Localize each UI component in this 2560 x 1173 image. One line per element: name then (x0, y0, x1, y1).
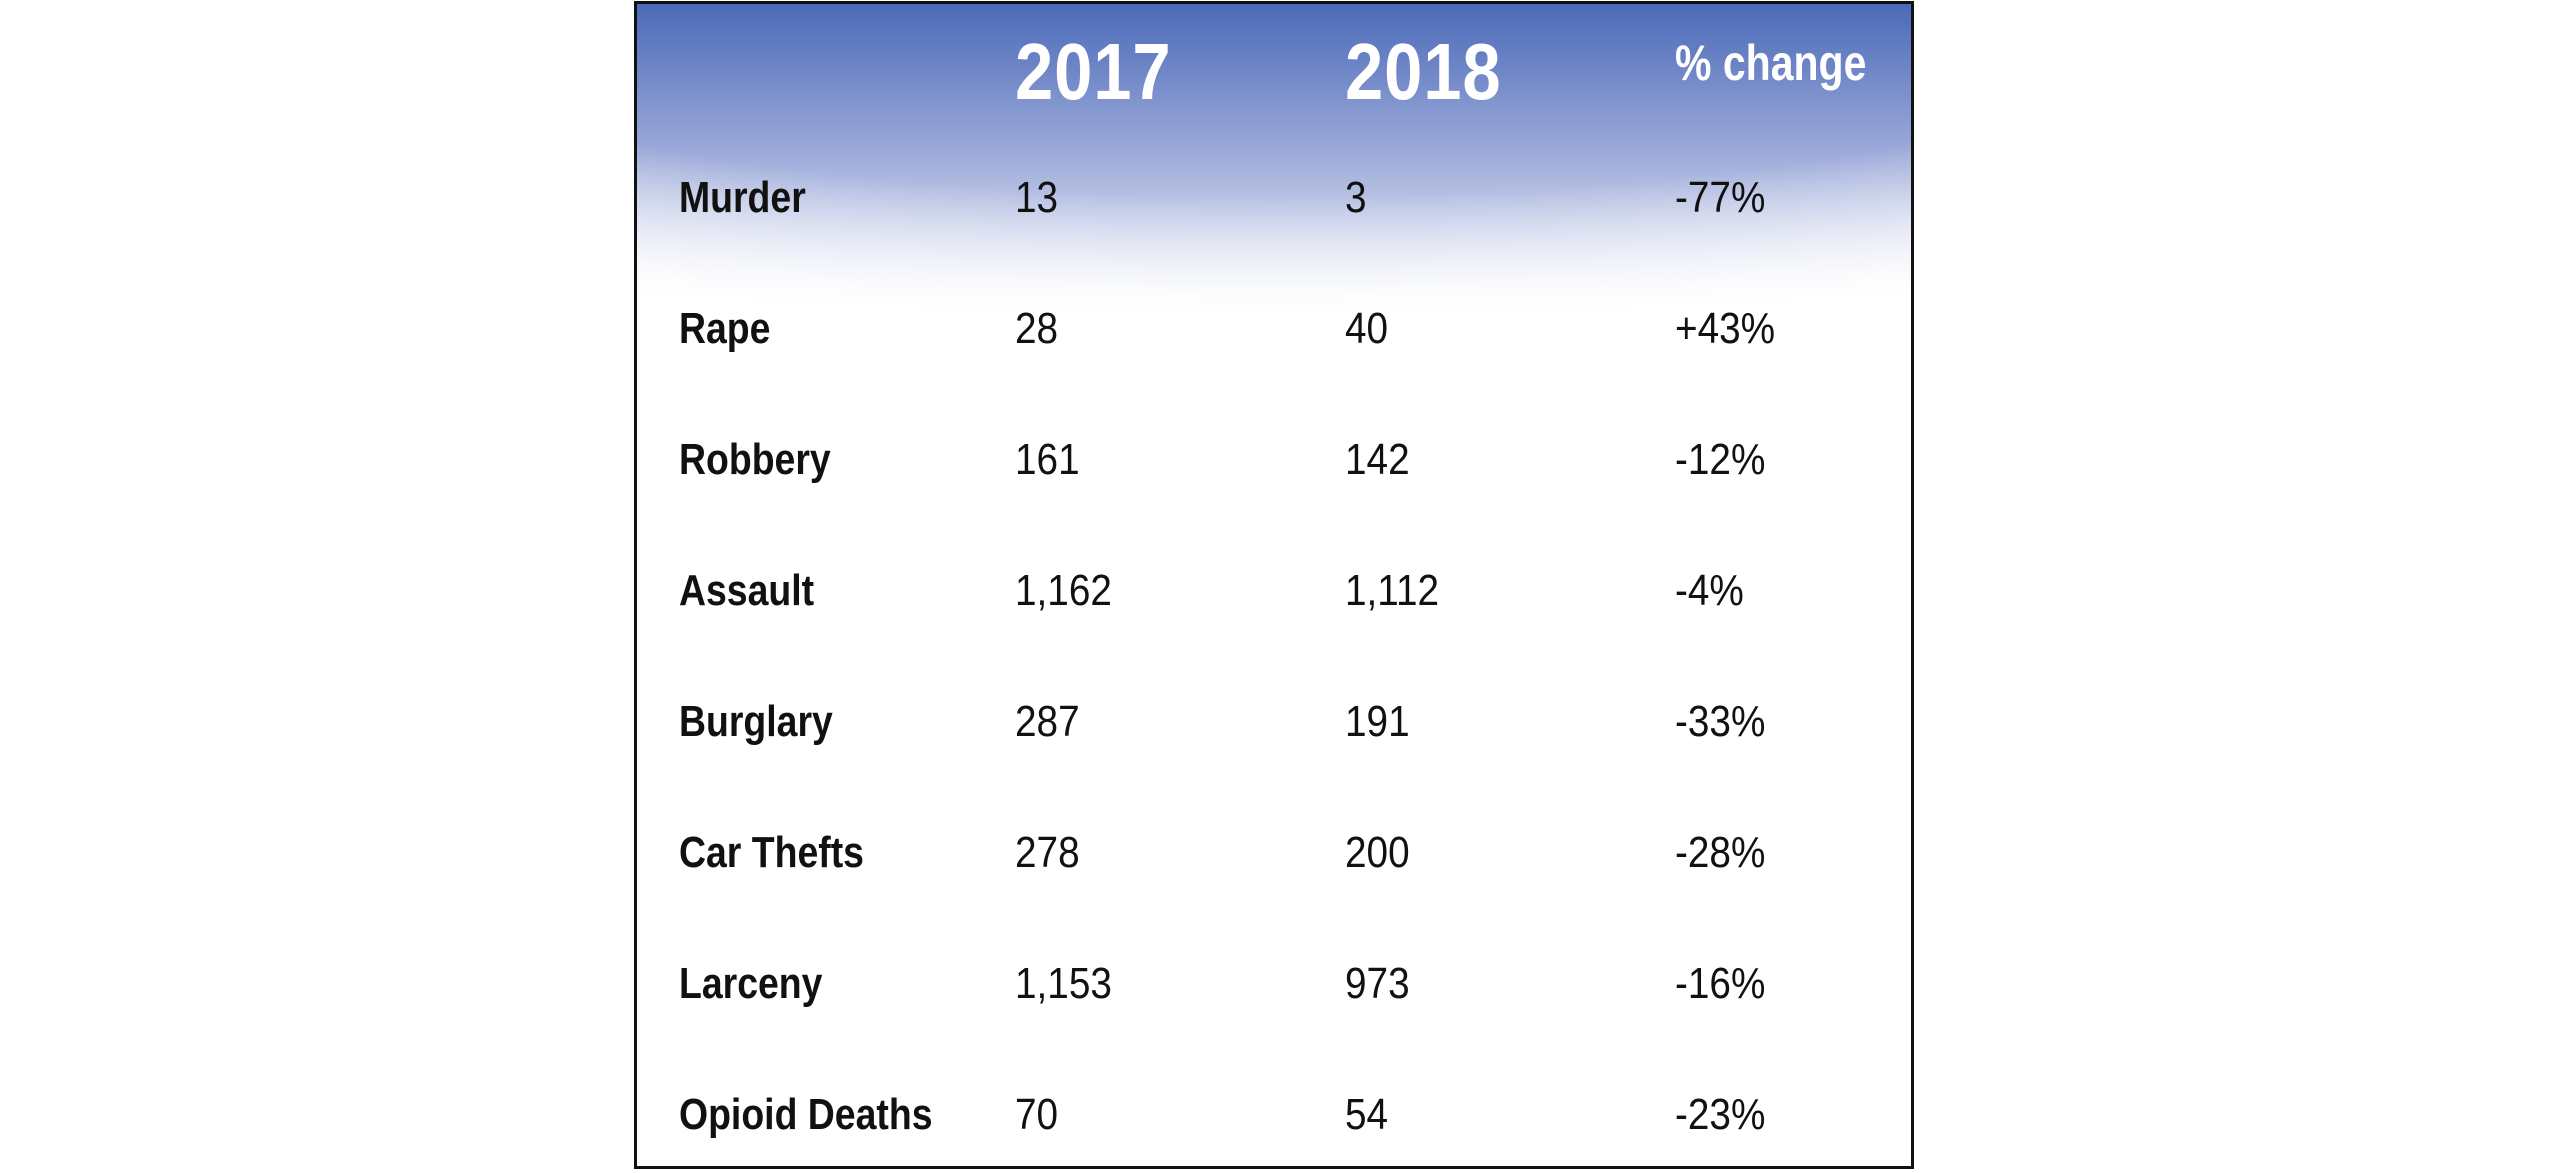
table-row: Opioid Deaths 70 54 -23% (637, 1049, 1911, 1166)
crime-statistics-table: 2017 2018 % change Murder 13 3 -77% Rape 28 40… (634, 1, 1914, 1169)
percent-change-value: +43% (1675, 304, 1776, 353)
value-2017: 28 (1015, 304, 1059, 353)
row-label: Larceny (679, 959, 823, 1008)
table-grid: 2017 2018 % change Murder 13 3 -77% Rape 28 40… (637, 4, 1911, 1166)
value-2017: 161 (1015, 435, 1080, 484)
table-row: Assault 1,162 1,112 -4% (637, 525, 1911, 656)
row-label: Car Thefts (679, 828, 864, 877)
row-label: Rape (679, 304, 771, 353)
column-header-2017: 2017 (1015, 27, 1172, 116)
table-row: Burglary 287 191 -33% (637, 656, 1911, 787)
value-2018: 54 (1345, 1090, 1389, 1139)
value-2017: 13 (1015, 173, 1059, 222)
value-2018: 191 (1345, 697, 1410, 746)
row-label: Burglary (679, 697, 833, 746)
value-2018: 200 (1345, 828, 1410, 877)
table-row: Car Thefts 278 200 -28% (637, 787, 1911, 918)
value-2017: 1,162 (1015, 566, 1112, 615)
percent-change-value: -28% (1675, 828, 1766, 877)
percent-change-value: -77% (1675, 173, 1766, 222)
table-row: Larceny 1,153 973 -16% (637, 918, 1911, 1049)
value-2018: 1,112 (1345, 566, 1440, 615)
percent-change-value: -16% (1675, 959, 1766, 1008)
table-header-row: 2017 2018 % change (637, 4, 1911, 154)
value-2017: 70 (1015, 1090, 1059, 1139)
value-2017: 287 (1015, 697, 1080, 746)
percent-change-value: -12% (1675, 435, 1766, 484)
table-row: Robbery 161 142 -12% (637, 394, 1911, 525)
row-label: Opioid Deaths (679, 1090, 933, 1139)
column-header-2018: 2018 (1345, 27, 1502, 116)
value-2018: 40 (1345, 304, 1389, 353)
table-row: Rape 28 40 +43% (637, 263, 1911, 394)
value-2017: 1,153 (1015, 959, 1112, 1008)
percent-change-value: -4% (1675, 566, 1744, 615)
value-2017: 278 (1015, 828, 1080, 877)
value-2018: 3 (1345, 173, 1367, 222)
row-label: Robbery (679, 435, 831, 484)
percent-change-value: -23% (1675, 1090, 1766, 1139)
percent-change-value: -33% (1675, 697, 1766, 746)
table-row: Murder 13 3 -77% (637, 132, 1911, 263)
value-2018: 973 (1345, 959, 1410, 1008)
value-2018: 142 (1345, 435, 1410, 484)
column-header-percent-change: % change (1675, 35, 1867, 91)
row-label: Murder (679, 173, 806, 222)
row-label: Assault (679, 566, 815, 615)
